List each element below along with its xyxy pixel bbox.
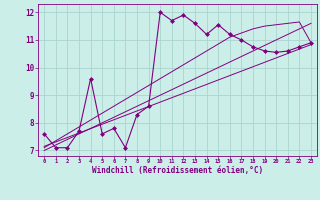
X-axis label: Windchill (Refroidissement éolien,°C): Windchill (Refroidissement éolien,°C) — [92, 166, 263, 175]
